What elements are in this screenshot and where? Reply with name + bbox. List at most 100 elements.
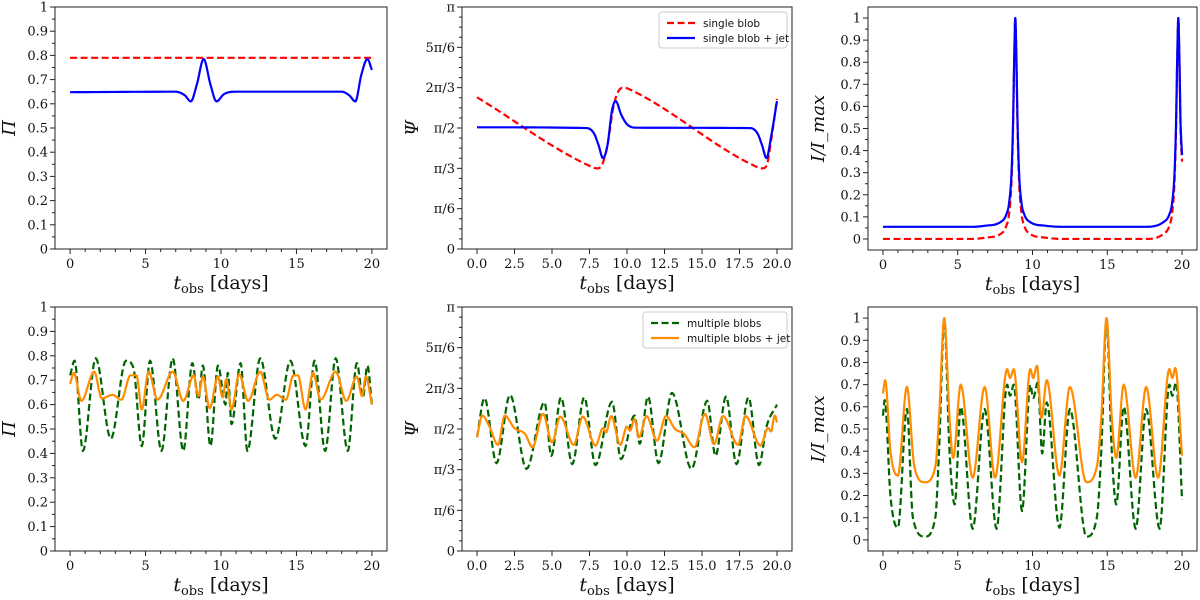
y-tick-label: 5π/6 [426, 341, 455, 356]
y-tick-label: 0 [447, 545, 455, 560]
x-tick-label: 0.0 [467, 559, 488, 574]
x-tick-label: 17.5 [725, 559, 754, 574]
y-tick-label: 0.4 [27, 447, 48, 462]
y-tick-label: π/3 [434, 463, 455, 478]
y-tick-label: 0 [40, 545, 48, 560]
x-tick-label: 5.0 [542, 559, 563, 574]
series-line-1 [69, 357, 374, 453]
x-tick-label: 0.0 [467, 257, 488, 272]
x-tick-label: 7.5 [579, 257, 600, 272]
x-tick-label: 17.5 [725, 257, 754, 272]
y-tick-label: 1 [853, 12, 861, 27]
legend-label: multiple blobs [687, 318, 761, 330]
series-line-1 [881, 319, 1184, 538]
x-tick-label: 5 [954, 258, 962, 273]
y-tick-label: 0.2 [27, 194, 48, 209]
y-tick-label: 0.9 [27, 325, 48, 340]
y-tick-label: 0 [447, 243, 455, 258]
x-tick-label: 20 [1174, 559, 1191, 574]
x-tick-label: 15.0 [688, 559, 717, 574]
y-tick-label: 0.1 [27, 520, 48, 535]
series-line-single-blob-jet [477, 99, 779, 160]
series-line-2 [881, 316, 1184, 484]
series-line-single-blob [476, 86, 779, 170]
y-tick-label: 0.6 [840, 100, 861, 115]
x-tick-label: 0 [66, 257, 74, 272]
x-tick-label: 10 [213, 559, 230, 574]
subplot-2: 0.0 2.5 5.0 7.5 10.0 12.5 15.0 17.5 20.0 0 π/6 π/3 π… [402, 1, 793, 297]
y-tick-label: π/2 [434, 122, 455, 137]
y-tick-label: 0.9 [840, 34, 861, 49]
x-tick-label: 20.0 [763, 257, 792, 272]
y-tick-label: 0.6 [840, 400, 861, 415]
y-tick-label: 0.5 [27, 122, 48, 137]
y-tick-label: 0.1 [27, 218, 48, 233]
y-tick-label: 1 [40, 1, 48, 16]
subplot-3: 0 5 10 15 20 0 0.1 0.2 0.3 0.4 0.5 0.6 0.7 0.8 0.9 1 tob… [808, 6, 1198, 298]
y-tick-label: 0.7 [840, 78, 861, 93]
y-tick-label: 2π/3 [426, 81, 455, 96]
x-tick-label: 5.0 [542, 257, 563, 272]
x-tick-label: 5 [141, 257, 149, 272]
y-tick-label: 0.7 [27, 73, 48, 88]
axes-frame [867, 6, 1198, 251]
series-line-2 [70, 57, 373, 103]
y-tick-label: π/3 [434, 162, 455, 177]
x-axis-label: tobs [days] [173, 272, 268, 297]
y-tick-label: 0 [853, 533, 861, 548]
series-line-multiple-blobs-jet [475, 412, 779, 449]
x-tick-label: 10 [213, 257, 230, 272]
y-tick-label: 0.6 [27, 97, 48, 112]
x-tick-label: 15 [1099, 258, 1116, 273]
series-line-2 [882, 16, 1184, 228]
x-tick-label: 15 [288, 559, 305, 574]
y-tick-label: 0.7 [27, 374, 48, 389]
subplot-5: 0.0 2.5 5.0 7.5 10.0 12.5 15.0 17.5 20.0 0 π/6 π/3 π… [402, 301, 793, 599]
x-tick-label: 5 [954, 559, 962, 574]
y-tick-label: 0.2 [840, 489, 861, 504]
y-tick-label: π [446, 301, 455, 316]
y-tick-label: 0.8 [840, 56, 861, 71]
legend-label: multiple blobs + jet [687, 333, 790, 345]
x-tick-label: 10.0 [613, 257, 642, 272]
legend-label: single blob [703, 18, 760, 30]
y-tick-label: 0.3 [840, 467, 861, 482]
y-tick-label: 0.3 [27, 170, 48, 185]
x-tick-label: 10 [1024, 559, 1041, 574]
y-tick-label: 0 [40, 243, 48, 258]
y-tick-label: 0.5 [840, 423, 861, 438]
x-tick-label: 15 [1099, 559, 1116, 574]
legend: multiple blobs multiple blobs + jet [642, 311, 790, 349]
y-axis-label: I/I_max [808, 395, 829, 463]
x-tick-label: 2.5 [504, 559, 525, 574]
x-tick-label: 20.0 [763, 559, 792, 574]
y-tick-label: π/2 [434, 423, 455, 438]
x-tick-label: 20 [364, 559, 381, 574]
subplot-1: 0 5 10 15 20 0 0.1 0.2 0.3 0.4 0.5 0.6 0.7 0.8 0.9 1 tob… [0, 1, 388, 297]
y-tick-label: 0.3 [840, 166, 861, 181]
y-tick-label: 0.8 [840, 356, 861, 371]
y-axis-label: Π [0, 421, 20, 438]
y-tick-label: 0.1 [840, 210, 861, 225]
y-tick-label: 0.7 [840, 378, 861, 393]
y-tick-label: 0.4 [840, 445, 861, 460]
y-tick-label: 0.4 [840, 144, 861, 159]
y-tick-label: π [446, 1, 455, 16]
legend-label: single blob + jet [703, 33, 789, 45]
y-tick-label: 0.3 [27, 471, 48, 486]
x-axis-label: tobs [days] [579, 574, 674, 599]
y-tick-label: π/6 [434, 504, 455, 519]
y-axis-label: Ψ [402, 119, 423, 136]
axes-frame [54, 6, 388, 250]
x-tick-label: 12.5 [650, 257, 679, 272]
x-tick-label: 12.5 [650, 559, 679, 574]
y-tick-label: 1 [40, 301, 48, 316]
x-tick-label: 15 [288, 257, 305, 272]
y-tick-label: 0.9 [27, 25, 48, 40]
y-tick-label: 0.8 [27, 349, 48, 364]
x-tick-label: 0 [879, 258, 887, 273]
x-axis-label: tobs [days] [579, 272, 674, 297]
x-axis-label: tobs [days] [173, 574, 268, 599]
